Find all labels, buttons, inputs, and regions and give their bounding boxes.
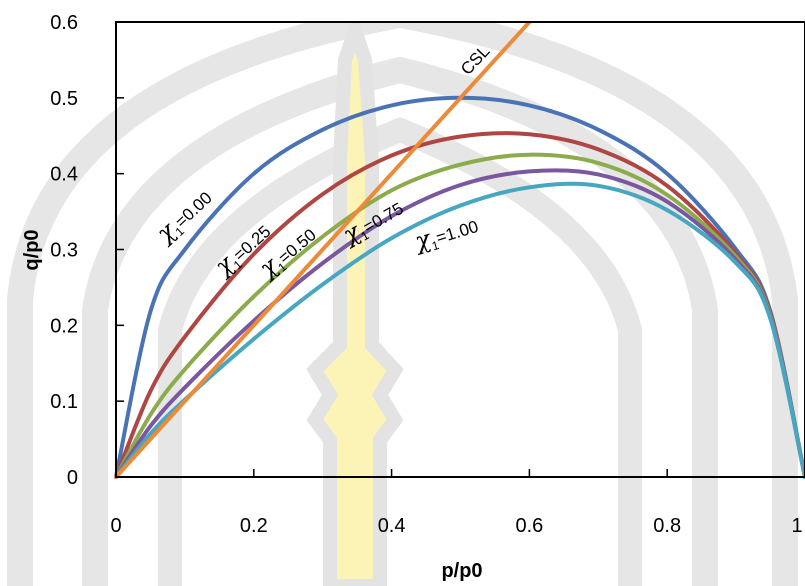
curve-label-4: χ1=1.00 xyxy=(410,210,482,258)
y-tick-label: 0.1 xyxy=(50,391,78,413)
watermark-logo xyxy=(7,1,798,586)
plot-top-mask xyxy=(0,0,805,21)
y-tick-label: 0.4 xyxy=(50,164,78,186)
y-tick-label: 0.3 xyxy=(50,240,78,262)
x-tick-label: 0.8 xyxy=(653,515,681,537)
y-tick-label: 0.2 xyxy=(50,315,78,337)
y-tick-label: 0.5 xyxy=(50,88,78,110)
x-tick-label: 1 xyxy=(791,515,802,537)
svg-text:χ1=1.00: χ1=1.00 xyxy=(410,210,482,258)
x-tick-label: 0.6 xyxy=(515,515,543,537)
x-axis-title: p/p0 xyxy=(441,560,482,582)
y-axis-title: q/p0 xyxy=(21,229,43,270)
y-tick-label: 0.6 xyxy=(50,12,78,34)
x-tick-label: 0 xyxy=(110,515,121,537)
csl-line xyxy=(114,20,532,479)
y-tick-label: 0 xyxy=(67,467,78,489)
x-tick-label: 0.4 xyxy=(378,515,406,537)
x-tick-label: 0.2 xyxy=(240,515,268,537)
